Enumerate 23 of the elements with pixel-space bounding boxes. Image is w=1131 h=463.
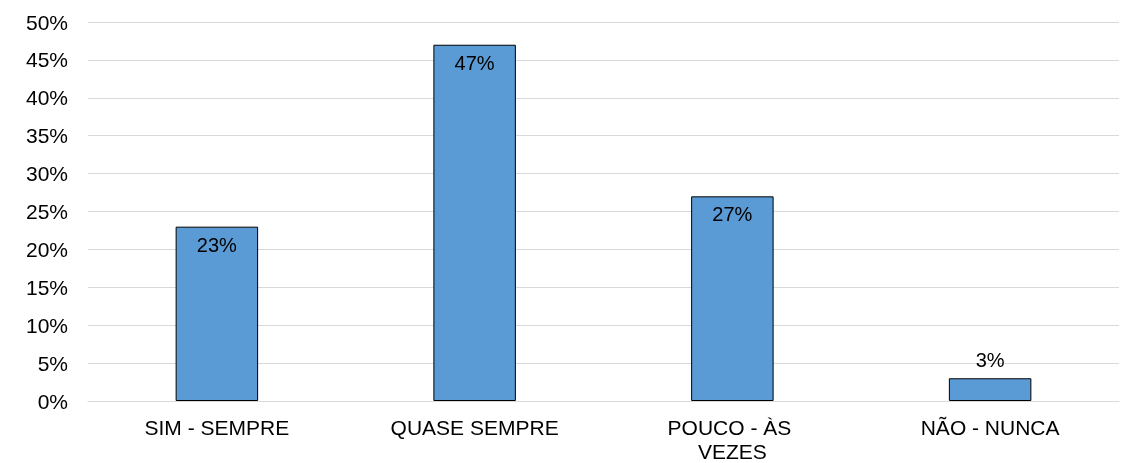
data-label: 47% — [454, 51, 495, 74]
x-tick-label: SIM - SEMPRE — [144, 415, 290, 439]
y-tick-label: 20% — [25, 237, 68, 261]
bar — [948, 378, 1032, 401]
y-tick-label: 25% — [25, 200, 68, 223]
bar — [433, 44, 516, 401]
y-tick-label: 5% — [37, 351, 68, 375]
y-tick-label: 35% — [25, 124, 68, 148]
bar — [175, 226, 259, 401]
data-label: 3% — [975, 349, 1005, 372]
x-tick-label: NÃO - NUNCA — [920, 415, 1060, 439]
y-tick-label: 50% — [25, 10, 68, 34]
data-label: 23% — [196, 233, 238, 256]
y-tick-label: 45% — [25, 48, 68, 72]
y-tick-label: 15% — [25, 275, 68, 299]
bar — [691, 196, 774, 401]
y-tick-label: 40% — [25, 86, 68, 110]
data-label: 27% — [712, 203, 753, 226]
x-tick-label: POUCO - ÀS VEZES — [667, 415, 798, 463]
y-tick-label: 0% — [37, 389, 68, 413]
y-tick-label: 10% — [25, 313, 68, 337]
y-tick-label: 30% — [25, 162, 68, 186]
x-tick-label: QUASE SEMPRE — [390, 415, 559, 439]
